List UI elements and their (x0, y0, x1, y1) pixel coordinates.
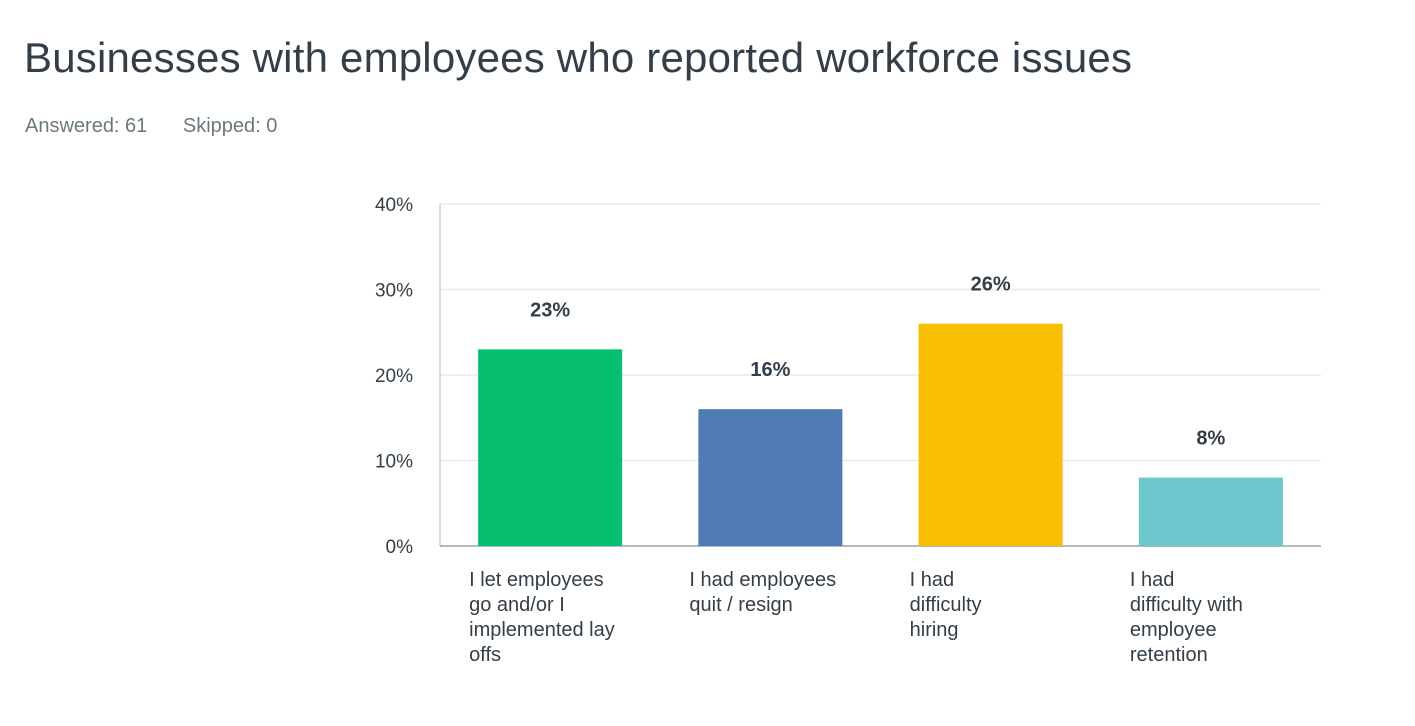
answered-count: Answered: 61 (25, 115, 148, 137)
y-tick-label: 20% (375, 366, 413, 387)
x-tick-label-line: I had (1129, 569, 1175, 591)
y-tick-label: 40% (375, 195, 413, 216)
x-tick-label: I had employees quit / resign (689, 568, 836, 618)
page-title: Businesses with employees who reported w… (24, 34, 1133, 81)
x-tick-label-line: retention (1129, 644, 1208, 666)
data-label: 8% (1196, 428, 1225, 450)
x-tick-label: I let employees go and/or I implemented la… (469, 568, 615, 668)
x-tick-label-line: go and/or I (469, 594, 565, 616)
bar (478, 349, 623, 546)
x-tick-label-line: hiring (909, 619, 959, 641)
x-tick-label-line: difficulty with (1129, 594, 1243, 616)
data-label: 26% (971, 274, 1011, 296)
x-tick-label: I had difficulty hiring (910, 568, 982, 643)
y-tick-label: 10% (375, 452, 413, 473)
x-tick-label-line: difficulty (909, 594, 982, 616)
bar (918, 323, 1063, 546)
x-tick-label-line: offs (469, 644, 501, 666)
response-stats: Answered: 61 Skipped: 0 (25, 115, 307, 138)
x-tick-label-line: I had (909, 569, 955, 591)
data-label: 16% (750, 359, 790, 381)
y-tick-label: 30% (375, 281, 413, 302)
x-tick-label-line: I had employees (689, 569, 837, 591)
skipped-count: Skipped: 0 (182, 115, 278, 137)
x-tick-label-line: I let employees (469, 569, 604, 591)
bar (698, 409, 843, 546)
x-tick-label-line: quit / resign (689, 594, 793, 616)
x-tick-label-line: implemented lay (469, 619, 615, 641)
x-tick-label-line: employee (1129, 619, 1217, 641)
x-tick-label: I had difficulty with employee retention (1130, 568, 1243, 668)
data-label: 23% (530, 299, 570, 321)
bar (1138, 477, 1283, 546)
y-tick-label: 0% (386, 537, 414, 558)
